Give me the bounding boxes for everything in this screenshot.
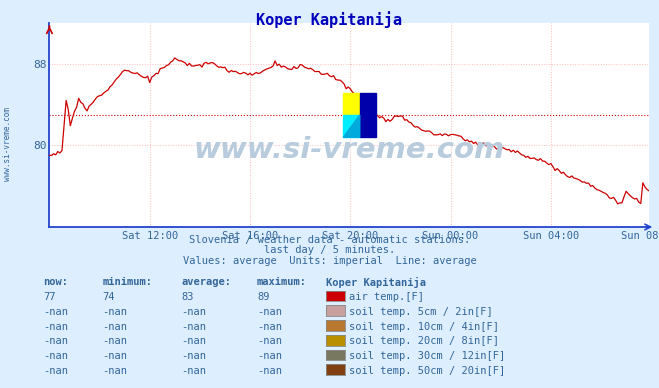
Text: now:: now: xyxy=(43,277,68,288)
Text: -nan: -nan xyxy=(102,351,127,361)
Text: -nan: -nan xyxy=(257,366,282,376)
Text: -nan: -nan xyxy=(181,366,206,376)
Text: maximum:: maximum: xyxy=(257,277,307,288)
Text: air temp.[F]: air temp.[F] xyxy=(349,292,424,302)
Text: soil temp. 20cm / 8in[F]: soil temp. 20cm / 8in[F] xyxy=(349,336,500,346)
Text: soil temp. 50cm / 20in[F]: soil temp. 50cm / 20in[F] xyxy=(349,366,505,376)
Text: -nan: -nan xyxy=(257,336,282,346)
Text: Values: average  Units: imperial  Line: average: Values: average Units: imperial Line: av… xyxy=(183,256,476,266)
Text: Slovenia / weather data - automatic stations.: Slovenia / weather data - automatic stat… xyxy=(189,235,470,245)
Text: -nan: -nan xyxy=(181,351,206,361)
Text: -nan: -nan xyxy=(181,322,206,332)
Text: average:: average: xyxy=(181,277,231,288)
Text: -nan: -nan xyxy=(43,351,68,361)
Text: minimum:: minimum: xyxy=(102,277,152,288)
Text: Koper Kapitanija: Koper Kapitanija xyxy=(326,277,426,288)
Text: -nan: -nan xyxy=(43,307,68,317)
Text: -nan: -nan xyxy=(181,336,206,346)
Text: -nan: -nan xyxy=(181,307,206,317)
Text: -nan: -nan xyxy=(43,366,68,376)
Text: -nan: -nan xyxy=(102,336,127,346)
Text: 89: 89 xyxy=(257,292,270,302)
Text: soil temp. 10cm / 4in[F]: soil temp. 10cm / 4in[F] xyxy=(349,322,500,332)
Text: -nan: -nan xyxy=(43,336,68,346)
Text: -nan: -nan xyxy=(102,307,127,317)
Text: 74: 74 xyxy=(102,292,115,302)
Text: 83: 83 xyxy=(181,292,194,302)
Text: -nan: -nan xyxy=(43,322,68,332)
Text: -nan: -nan xyxy=(257,322,282,332)
Text: 77: 77 xyxy=(43,292,55,302)
Bar xyxy=(343,115,360,137)
Text: -nan: -nan xyxy=(257,307,282,317)
Text: soil temp. 5cm / 2in[F]: soil temp. 5cm / 2in[F] xyxy=(349,307,493,317)
Text: www.si-vreme.com: www.si-vreme.com xyxy=(3,107,13,180)
Bar xyxy=(360,93,376,137)
Polygon shape xyxy=(343,115,360,137)
Text: -nan: -nan xyxy=(102,366,127,376)
Text: -nan: -nan xyxy=(257,351,282,361)
Text: last day / 5 minutes.: last day / 5 minutes. xyxy=(264,245,395,255)
Text: Koper Kapitanija: Koper Kapitanija xyxy=(256,12,403,28)
Text: soil temp. 30cm / 12in[F]: soil temp. 30cm / 12in[F] xyxy=(349,351,505,361)
Text: www.si-vreme.com: www.si-vreme.com xyxy=(194,135,505,164)
Bar xyxy=(343,93,360,115)
Text: -nan: -nan xyxy=(102,322,127,332)
